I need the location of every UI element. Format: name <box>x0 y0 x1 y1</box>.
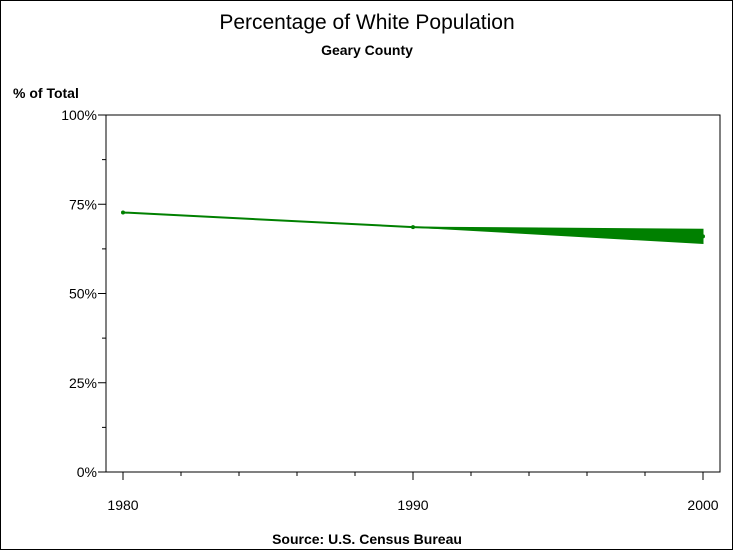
y-tick-label: 0% <box>77 464 97 480</box>
data-point <box>121 210 125 215</box>
source-footnote: Source: U.S. Census Bureau <box>272 531 462 547</box>
chart-title: Percentage of White Population <box>219 11 514 34</box>
chart-subtitle: Geary County <box>321 42 413 58</box>
x-tick-label: 2000 <box>687 497 718 513</box>
y-tick-label: 75% <box>69 196 97 212</box>
y-tick-label: 50% <box>69 286 97 302</box>
x-tick-label: 1980 <box>107 497 138 513</box>
series-line <box>122 211 704 238</box>
y-tick-label: 100% <box>61 107 97 123</box>
data-point <box>701 234 705 239</box>
x-axis: 1980 1990 2000 <box>107 472 719 513</box>
y-tick-label: 25% <box>69 375 97 391</box>
y-axis-label: % of Total <box>13 85 79 101</box>
series-white-population <box>121 210 705 245</box>
x-tick-label: 1990 <box>397 497 428 513</box>
plot-area <box>105 114 721 473</box>
y-axis: 0% 25% 50% 75% 100% <box>61 107 106 480</box>
data-point <box>411 225 415 230</box>
